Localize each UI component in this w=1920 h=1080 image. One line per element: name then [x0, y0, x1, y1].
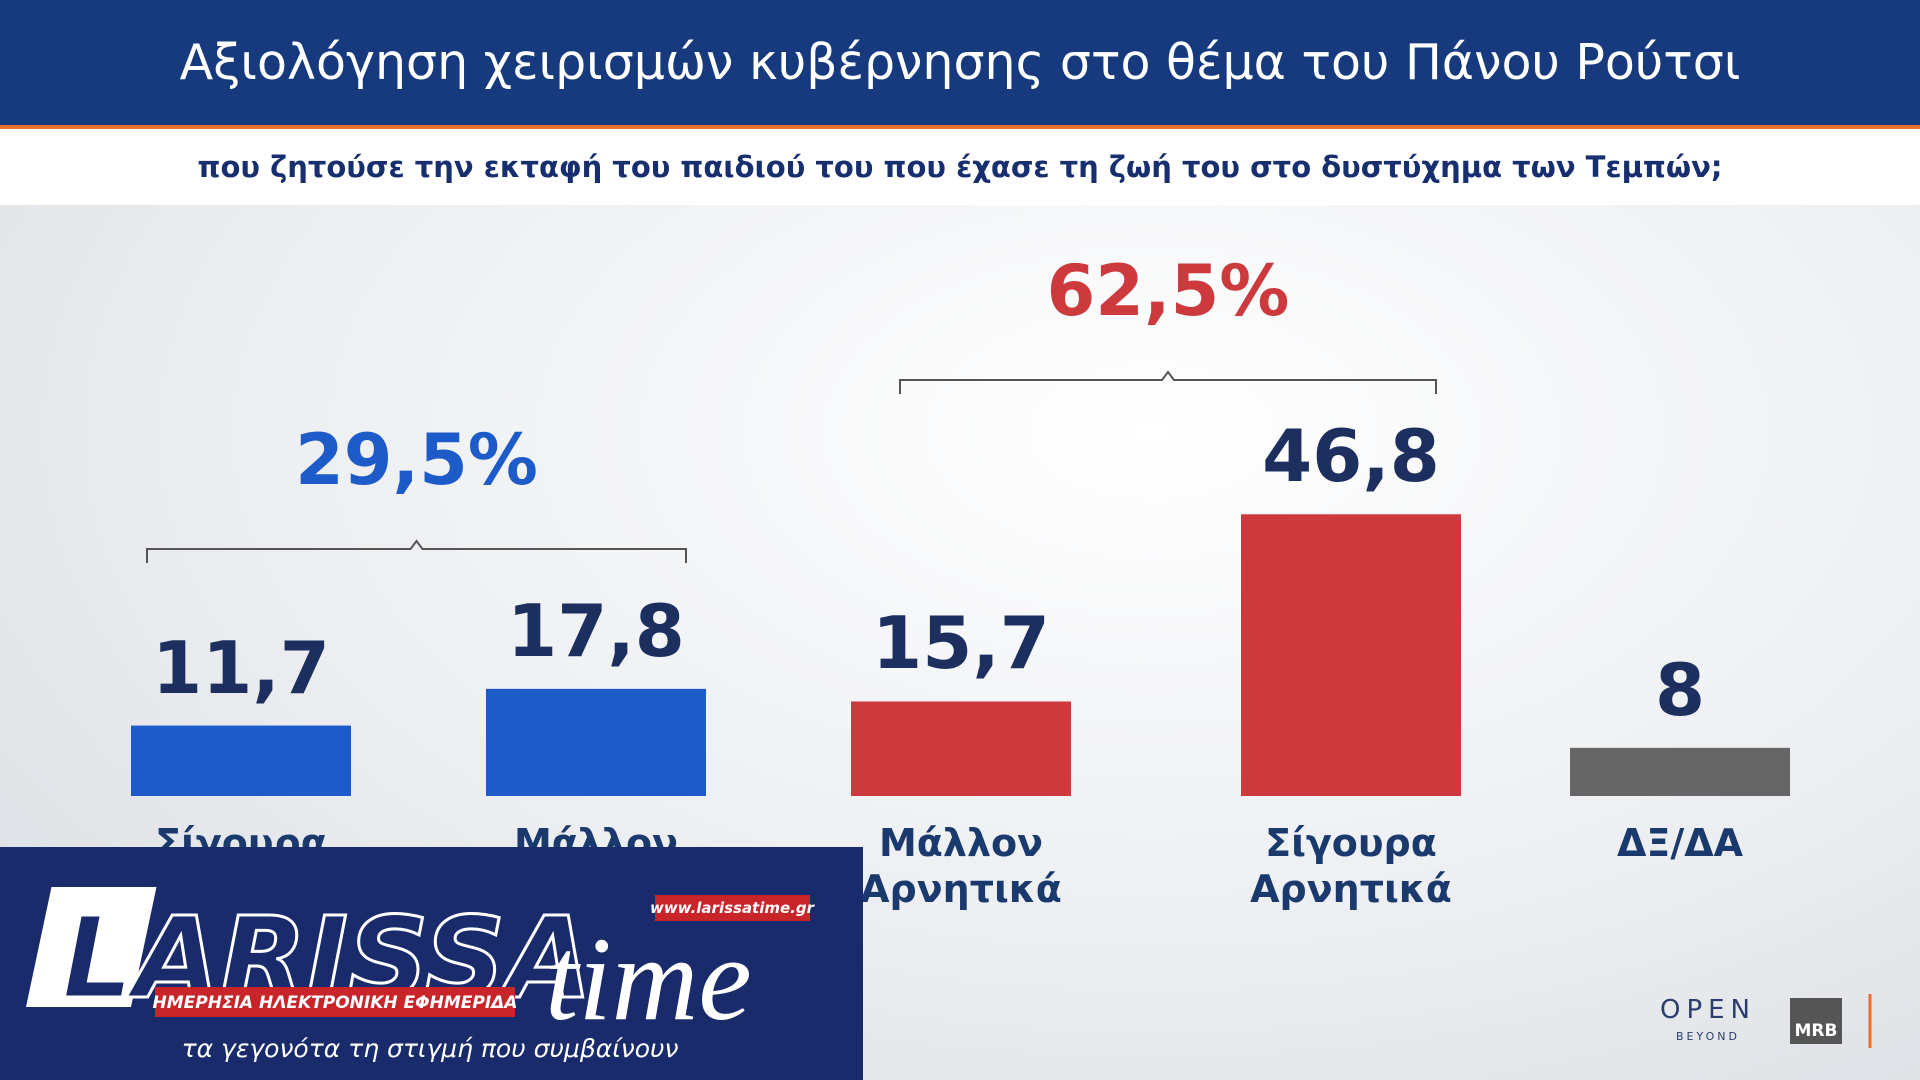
group-total: 62,5% — [1046, 250, 1290, 332]
bracket — [899, 370, 1437, 394]
bar — [131, 725, 351, 796]
logo: LARISSA time www.larissatime.gr ΗΜΕΡΗΣΙΑ… — [25, 887, 816, 1063]
logo-box: LARISSA time www.larissatime.gr ΗΜΕΡΗΣΙΑ… — [0, 847, 863, 1080]
bar — [486, 688, 706, 796]
channel: OPEN — [1660, 995, 1756, 1025]
category-label: Σίγουρα Αρνητικά — [1250, 821, 1452, 911]
subtitle: που ζητούσε την εκταφή του παιδιού του π… — [197, 150, 1723, 184]
logo-tagline: ΗΜΕΡΗΣΙΑ ΗΛΕΚΤΡΟΝΙΚΗ ΕΦΗΜΕΡΙΔΑ — [153, 993, 518, 1013]
logo-motto: τα γεγονότα τη στιγμή που συμβαίνουν — [182, 1034, 679, 1063]
value-label: 17,8 — [507, 588, 685, 673]
branding: OPEN BEYOND MRB — [1660, 994, 1872, 1048]
logo-suffix: time — [545, 912, 752, 1045]
bar — [1570, 747, 1790, 796]
value-label: 46,8 — [1262, 414, 1440, 499]
subtitle-band — [0, 129, 1920, 205]
group-total: 29,5% — [295, 419, 538, 501]
value-label: 15,7 — [872, 601, 1050, 686]
bar — [851, 701, 1071, 796]
logo-l-box — [25, 887, 157, 1007]
bracket — [146, 539, 687, 563]
channel-sub: BEYOND — [1676, 1030, 1740, 1043]
pollster-box — [1790, 998, 1842, 1044]
bar — [1241, 514, 1461, 796]
header-band — [0, 0, 1920, 129]
category-label: Μάλλον Αρνητικά — [860, 821, 1062, 911]
url-band — [655, 895, 810, 921]
title: Αξιολόγηση χειρισμών κυβέρνησης στο θέμα… — [179, 34, 1741, 91]
category-label: ΔΞ/ΔΑ — [1616, 821, 1744, 865]
tagline-band — [155, 987, 515, 1017]
pollster: MRB — [1795, 1021, 1838, 1041]
value-label: 11,7 — [152, 625, 330, 710]
value-label: 8 — [1654, 647, 1706, 732]
logo-url: www.larissatime.gr — [650, 899, 816, 917]
